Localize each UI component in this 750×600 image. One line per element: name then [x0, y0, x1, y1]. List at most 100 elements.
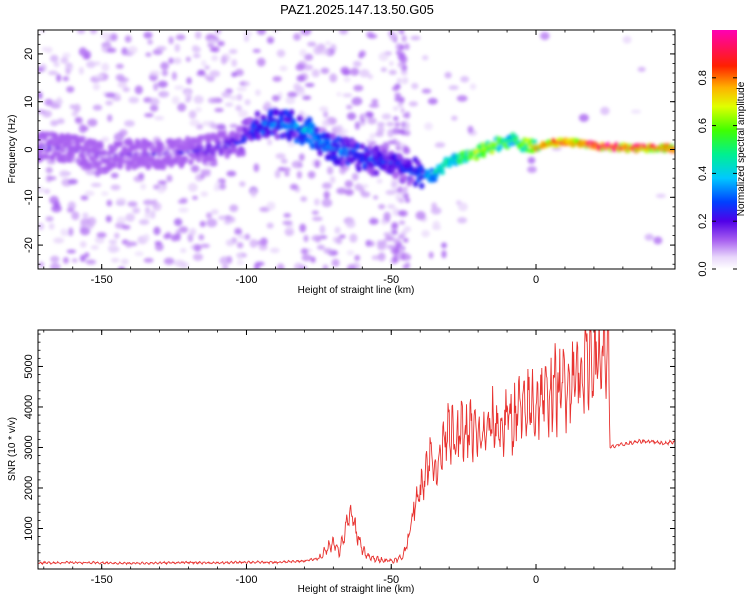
spectrogram-ridge-cell — [125, 164, 132, 172]
spectrogram-noise-cell — [140, 183, 147, 190]
spectrogram-ridge-cell — [431, 177, 438, 183]
spectrogram-noise-cell — [220, 55, 227, 65]
spectrogram-noise-cell — [180, 197, 188, 203]
spectrogram-noise-cell — [323, 110, 329, 118]
spectrogram-noise-cell — [214, 107, 224, 113]
spectrogram-noise-cell — [622, 35, 632, 44]
spectrogram-noise-cell — [403, 43, 410, 50]
spectrogram-noise-cell — [168, 57, 174, 64]
spectrogram-noise-cell — [56, 118, 65, 125]
spectrogram-noise-cell — [56, 74, 62, 82]
spectrogram-noise-cell — [314, 159, 320, 169]
spectrogram-noise-cell — [321, 182, 332, 190]
spectrogram-noise-cell — [50, 255, 60, 263]
spectrogram-noise-cell — [296, 74, 305, 82]
spectrogram-ridge-cell — [41, 134, 48, 142]
spectrogram-noise-cell — [82, 212, 89, 219]
spectrogram-noise-cell — [79, 226, 91, 236]
spectrogram-ridge-cell — [238, 145, 244, 153]
spectrogram-noise-cell — [104, 92, 116, 98]
spectrogram-noise-cell — [101, 136, 110, 143]
spectrogram-ridge-cell — [215, 139, 222, 147]
spectrogram-noise-cell — [209, 70, 221, 78]
spectrogram-noise-cell — [319, 106, 329, 112]
spectrogram-noise-cell — [160, 61, 170, 70]
spectrogram-ridge-cell — [211, 157, 217, 164]
spectrogram-noise-cell — [421, 229, 430, 238]
spectrogram-noise-cell — [231, 59, 238, 67]
spectrogram-noise-cell — [424, 122, 433, 131]
spectrogram-noise-cell — [630, 109, 642, 114]
spectrogram-noise-cell — [194, 31, 202, 40]
spectrogram-ridge-cell — [496, 145, 503, 150]
spectrogram-noise-cell — [329, 73, 338, 83]
spectrogram-noise-cell — [106, 47, 117, 53]
spectrogram-noise-cell — [367, 74, 374, 80]
spectrogram-noise-cell — [365, 111, 374, 118]
colorbar: 0.0 0.2 0.4 0.6 0.8 Normalized spectral ampl… — [697, 30, 747, 277]
spectrogram-noise-cell — [405, 261, 411, 269]
spectrogram-ridge-cell — [524, 147, 530, 153]
spectrogram-noise-cell — [302, 95, 312, 101]
spectrogram-noise-cell — [271, 94, 281, 102]
spectrogram-noise-cell — [66, 249, 77, 254]
spectrogram-ridge-cell — [205, 132, 212, 140]
spectrogram-ridge-cell — [373, 169, 380, 177]
spectrogram-noise-cell — [225, 239, 235, 247]
spectrogram-noise-cell — [421, 55, 429, 61]
spectrogram-noise-cell — [301, 254, 313, 262]
spectrogram-noise-cell — [222, 264, 229, 269]
spectrogram-noise-cell — [110, 172, 119, 179]
spectrogram-noise-cell — [279, 65, 288, 72]
spectrogram-ridge-cell — [38, 152, 43, 160]
spectrogram-noise-cell — [213, 186, 221, 191]
spectrogram-noise-cell — [48, 223, 55, 230]
spectrogram-noise-cell — [157, 80, 168, 88]
spectrogram-noise-cell — [38, 109, 46, 114]
spectrogram-noise-cell — [289, 183, 299, 191]
spectrogram-ridge-cell — [288, 109, 295, 116]
spectrogram-noise-cell — [50, 262, 61, 269]
snr-y-tick-label: 2000 — [23, 476, 35, 500]
spectrogram-noise-cell — [163, 233, 171, 240]
spectrogram-noise-cell — [448, 85, 459, 91]
spectrogram-noise-cell — [255, 240, 266, 246]
spectrogram-noise-cell — [221, 91, 232, 98]
spectrogram-noise-cell — [187, 182, 198, 192]
spectrogram-noise-cell — [250, 189, 257, 198]
snr-x-tick-label: -100 — [235, 574, 257, 586]
spectrogram-noise-cell — [62, 52, 71, 58]
spectrogram-ridge-cell — [158, 141, 164, 148]
spectrogram-noise-cell — [174, 85, 185, 90]
spectrogram-noise-cell — [402, 145, 409, 151]
spectrogram-noise-cell — [369, 217, 379, 225]
spectrogram-noise-cell — [175, 34, 186, 41]
spectrogram-noise-cell — [411, 82, 419, 90]
spectrogram-noise-cell — [190, 164, 200, 173]
spectrogram-noise-cell — [66, 207, 75, 213]
spectrogram-noise-cell — [256, 30, 267, 36]
spectrogram-noise-cell — [224, 102, 234, 107]
spectrogram-noise-cell — [299, 223, 307, 233]
spectrogram-noise-cell — [655, 193, 666, 198]
spectrogram-noise-cell — [78, 66, 84, 75]
spectrogram-noise-cell — [62, 76, 70, 82]
spectrogram-noise-cell — [92, 83, 101, 91]
spectrogram-noise-cell — [344, 180, 354, 188]
spectrogram-noise-cell — [78, 47, 87, 57]
spectrogram-noise-cell — [253, 163, 260, 173]
spectrogram-noise-cell — [398, 248, 404, 255]
spectrogram-noise-cell — [322, 119, 330, 127]
spectrogram-noise-cell — [282, 220, 293, 226]
spectrogram-ridge-cell — [307, 138, 314, 145]
spectrogram-ridge-cell — [267, 111, 274, 119]
spectrogram-noise-cell — [377, 246, 386, 251]
spectrogram-ridge-cell — [86, 162, 93, 169]
spectrogram-noise-cell — [469, 83, 477, 90]
spectrogram-noise-cell — [56, 96, 63, 106]
spectrogram-ridge-cell — [229, 130, 236, 137]
spectrogram-noise-cell — [171, 71, 177, 81]
spectrogram-noise-cell — [440, 242, 448, 249]
spectrogram-noise-cell — [316, 244, 325, 250]
spectrogram-ridge-cell — [317, 149, 323, 157]
